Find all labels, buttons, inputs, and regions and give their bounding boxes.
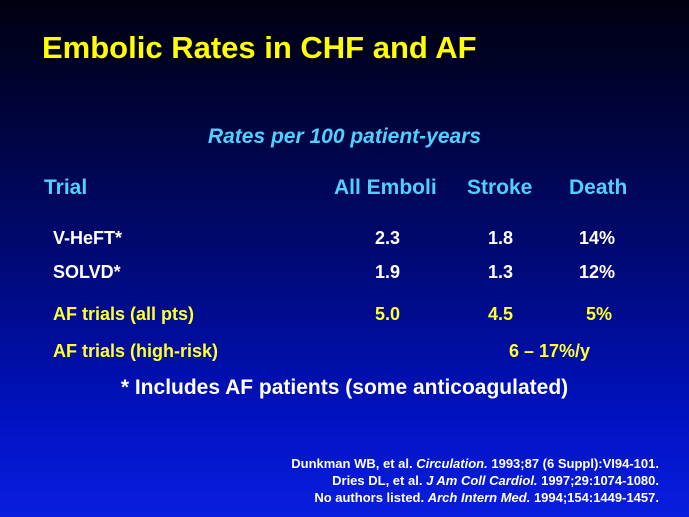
footnote: * Includes AF patients (some anticoagula…: [120, 376, 569, 399]
row-vheft-stroke: 1.8: [488, 228, 514, 248]
row-vheft-death: 14%: [579, 228, 616, 248]
row-af-all-emboli: 5.0: [375, 304, 401, 324]
slide-subtitle: Rates per 100 patient-years: [207, 125, 482, 148]
row-solvd-death: 12%: [579, 262, 616, 282]
slide-title: Embolic Rates in CHF and AF: [42, 30, 477, 65]
row-solvd-stroke: 1.3: [488, 262, 514, 282]
row-solvd-emboli: 1.9: [375, 262, 401, 282]
row-af-all-death: 5%: [586, 304, 613, 324]
column-header-all-emboli: All Emboli: [334, 176, 437, 199]
column-header-trial: Trial: [44, 176, 88, 199]
reference-3: No authors listed. Arch Intern Med. 1994…: [314, 490, 659, 505]
row-vheft-trial: V-HeFT*: [53, 228, 123, 248]
row-solvd-trial: SOLVD*: [53, 262, 121, 282]
column-header-death: Death: [569, 176, 628, 199]
reference-1: Dunkman WB, et al. Circulation. 1993;87 …: [291, 456, 659, 471]
row-vheft-emboli: 2.3: [375, 228, 401, 248]
column-header-stroke: Stroke: [467, 176, 533, 199]
reference-2: Dries DL, et al. J Am Coll Cardiol. 1997…: [332, 473, 659, 488]
row-af-all-trial: AF trials (all pts): [53, 304, 195, 324]
row-af-high-risk-value: 6 – 17%/y: [509, 341, 591, 361]
row-af-all-stroke: 4.5: [488, 304, 514, 324]
row-af-high-risk-trial: AF trials (high-risk): [53, 341, 219, 361]
references: Dunkman WB, et al. Circulation. 1993;87 …: [291, 455, 659, 506]
